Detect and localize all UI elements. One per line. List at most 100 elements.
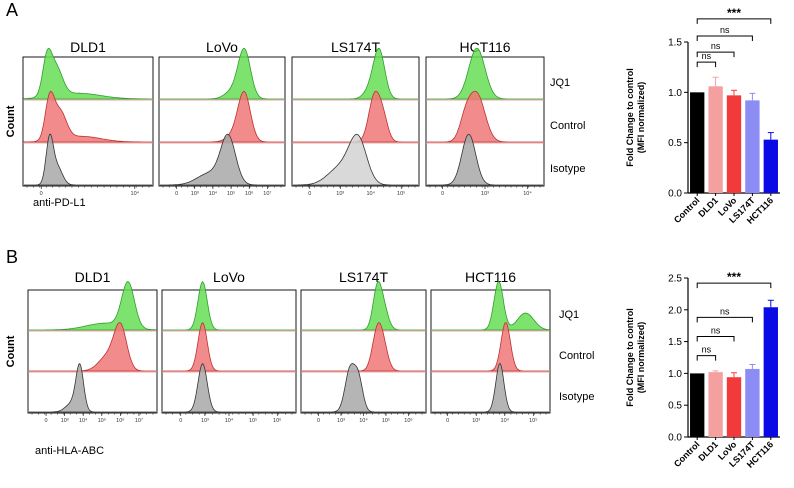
row-label: Isotype [559,391,594,403]
tick-label: 10⁵ [249,417,257,424]
tick-label: 10⁵ [529,417,537,424]
tick-label: 10⁴ [131,190,140,197]
histogram-panel: DLD1 0 10⁴ [22,39,154,197]
row-label: JQ1 [559,309,579,321]
bar-hct116 [763,307,778,437]
significance-label: ns [720,306,730,316]
histogram-title: LS174T [331,39,380,55]
control-histogram [302,322,425,372]
isotype-histogram [427,133,543,186]
significance-bracket [696,336,735,342]
jq1-histogram [427,47,543,100]
isotype-histogram [160,133,284,186]
bar-y-label: Fold Change to control [625,68,635,167]
histogram-title: LS174T [339,269,388,285]
tick-label: 10⁶ [116,417,124,424]
significance-bracket [696,355,717,361]
histogram-panel: LS174T 0 10³ 10⁴ 10⁵ 10⁶ [300,269,427,424]
tick-label: 10⁴ [359,417,368,424]
tick-label: 0 [317,418,320,424]
histogram-panel: HCT116 0 10³ 10⁴ 10⁵ [430,269,551,424]
control-histogram [23,90,152,143]
tick-label: 0 [45,418,48,424]
row-label: Isotype [550,163,585,175]
tick-label: 10³ [191,191,199,197]
jq1-histogram [29,281,157,331]
bar-y-tick-label: 1.5 [668,337,682,348]
tick-label: 0 [179,418,182,424]
bar-lovo [726,95,742,193]
bar-dld1 [708,86,723,193]
tick-label: 10³ [336,191,344,197]
panel-letter: A [6,0,18,20]
histogram-frame [161,289,297,414]
tick-label: 10⁵ [98,417,106,424]
histogram-panel: LoVo 0 10³ 10⁴ 10⁵ 10⁶ [161,269,297,424]
tick-label: 10³ [337,418,345,424]
tick-label: 0 [308,191,311,197]
count-axis-label: Count [5,335,17,367]
tick-label: 10⁶ [404,417,412,424]
jq1-histogram [163,280,295,331]
bar-control [690,373,705,437]
bar-chart: Fold Change to control (MFI normalized) 0.… [625,6,780,226]
tick-label: 10⁴ [366,190,375,197]
tick-label: 10⁴ [501,417,510,424]
jq1-histogram [293,47,418,100]
significance-label: ns [702,345,712,355]
significance-bracket [696,316,753,323]
bar-y-label: Fold Change to control [625,308,635,407]
bar-y-tick-label: 2.5 [668,274,682,285]
bar-y-tick-label: 1.0 [668,369,682,380]
histogram-frame [291,56,420,187]
significance-bracket [696,61,717,68]
x-axis-label: anti-PD-L1 [33,197,86,209]
significance-label: *** [727,6,741,20]
bar-control [690,92,705,193]
control-histogram [163,321,295,372]
row-label: Control [550,120,585,132]
significance-bracket [696,282,772,289]
bar-hct116 [763,139,778,193]
bar-dld1 [708,372,723,437]
histogram-title: LoVo [213,269,245,285]
bar-ls174t [745,100,760,193]
tick-label: 10⁵ [397,190,405,197]
jq1-histogram [160,47,284,100]
isotype-histogram [163,362,295,413]
histogram-frame [158,56,286,187]
control-histogram [160,90,284,143]
histogram-panel: LoVo 0 10³ 10⁴ 10⁵ 10⁶ 10⁷ [158,39,286,197]
control-histogram [427,90,543,143]
tick-label: 0 [175,191,178,197]
isotype-histogram [29,362,156,413]
histogram-frame [22,56,154,187]
tick-label: 10³ [472,418,480,424]
bar-category-label: DLD1 [696,439,720,463]
bar-y-label-sub: (MFI normalized) [636,82,646,154]
significance-label: ns [720,25,730,35]
panel-b: B Count DLD1 0 10³ 10⁴ 10⁵ 10⁶ 10⁷ LoVo 0 10³ 10⁴ 10⁵… [5,247,780,470]
bar-y-label-sub: (MFI normalized) [636,322,646,394]
histogram-panel: LS174T 0 10³ 10⁴ 10⁵ [291,39,420,197]
x-axis-label: anti-HLA-ABC [35,445,104,457]
bar-y-tick-label: 2.0 [668,305,682,316]
histogram-panel: DLD1 0 10³ 10⁴ 10⁵ 10⁶ 10⁷ [27,269,158,424]
panel-letter: B [6,247,18,267]
histogram-title: DLD1 [75,269,111,285]
tick-label: 10³ [61,418,69,424]
row-label: Control [559,350,594,362]
jq1-histogram [302,281,425,331]
tick-label: 10⁴ [523,190,532,197]
significance-bracket [696,18,772,24]
bar-ls174t [745,368,760,437]
significance-label: *** [727,270,741,284]
bar-y-tick-label: 1.0 [668,88,682,99]
significance-label: ns [711,326,721,336]
bar-y-tick-label: 0.5 [668,138,682,149]
tick-label: 10⁵ [382,417,390,424]
jq1-histogram [432,281,550,331]
tick-label: 10⁴ [225,417,234,424]
histogram-frame [27,289,158,414]
